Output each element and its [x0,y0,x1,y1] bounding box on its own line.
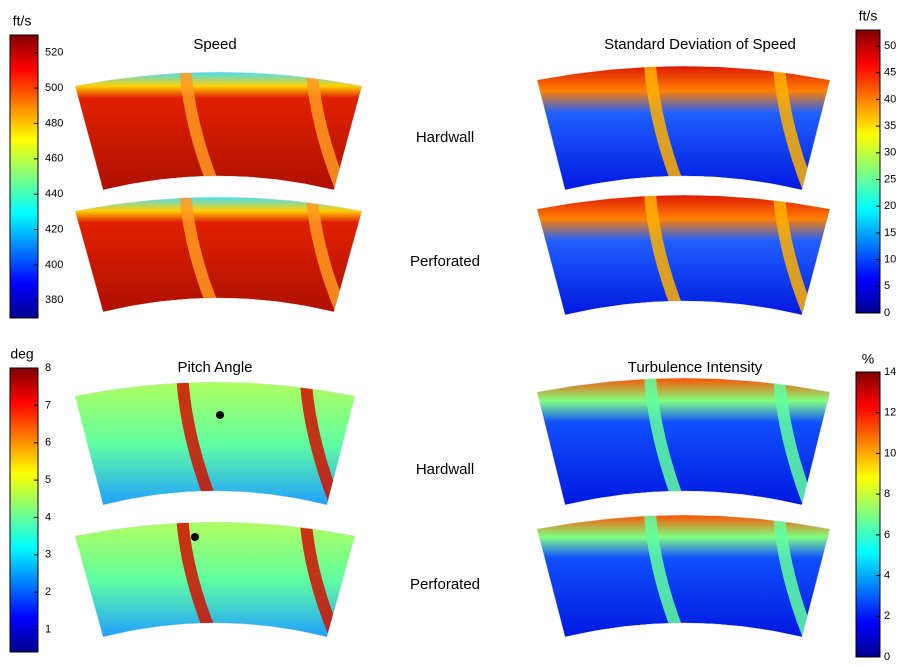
tick-label: 520 [45,47,63,59]
outline [536,377,831,506]
outline [74,196,363,313]
outline [536,514,831,638]
outline [536,65,831,191]
contour-plot [537,378,830,505]
panel-title: Turbulence Intensity [628,359,763,376]
contour-fill [75,522,355,637]
tick-label: 20 [884,200,896,212]
tick-label: 2 [45,586,51,598]
tick-label: 8 [884,488,890,500]
tick-label: 12 [884,407,896,419]
tick-label: 0 [884,307,890,319]
row-label: Hardwall [416,129,474,146]
tick-label: 30 [884,147,896,159]
probe-dot [191,533,199,541]
tick-label: 50 [884,40,896,52]
tick-label: 14 [884,366,896,378]
outline [74,521,356,638]
tick-label: 3 [45,549,51,561]
colorbar-unit: ft/s [859,8,878,24]
tick-label: 1 [45,623,51,635]
colorbar [855,29,881,314]
tick-label: 6 [884,529,890,541]
tick-label: 45 [884,67,896,79]
outline [74,71,363,191]
contour-fill [537,378,830,505]
contour-fill [75,72,362,190]
colorbar [9,34,39,319]
tick-label: 10 [884,254,896,266]
contour-fill [537,195,830,315]
tick-label: 5 [884,280,890,292]
tick-label: 400 [45,259,63,271]
tick-label: 5 [45,474,51,486]
contour-fill [75,382,355,505]
colorbar [9,367,39,653]
tick-label: 0 [884,651,890,662]
panel-title: Pitch Angle [177,359,252,376]
tick-label: 460 [45,153,63,165]
panel-title: Speed [193,36,236,53]
colorbar-unit: ft/s [13,13,32,29]
contour-plot [75,522,355,637]
probe-dot [216,411,224,419]
contour-plot [537,66,830,190]
colorbar-unit: deg [10,346,33,362]
contour-fill [75,197,362,312]
row-label: Perforated [410,576,480,593]
row-label: Perforated [410,253,480,270]
outline [74,381,356,506]
tick-label: 7 [45,399,51,411]
tick-label: 40 [884,93,896,105]
tick-label: 480 [45,117,63,129]
tick-label: 15 [884,227,896,239]
tick-label: 420 [45,223,63,235]
tick-label: 500 [45,82,63,94]
tick-label: 440 [45,188,63,200]
contour-fill [537,66,830,190]
tick-label: 25 [884,173,896,185]
tick-label: 2 [884,610,890,622]
tick-label: 380 [45,294,63,306]
tick-label: 4 [45,511,51,523]
contour-plot [75,197,362,312]
contour-fill [537,515,830,637]
outline [536,194,831,316]
colorbar [855,371,881,658]
tick-label: 35 [884,120,896,132]
row-label: Hardwall [416,461,474,478]
colorbar-unit: % [862,351,874,367]
panel-title: Standard Deviation of Speed [604,36,796,53]
tick-label: 10 [884,447,896,459]
tick-label: 4 [884,569,890,581]
tick-label: 6 [45,437,51,449]
contour-plot [75,72,362,190]
tick-label: 8 [45,362,51,374]
